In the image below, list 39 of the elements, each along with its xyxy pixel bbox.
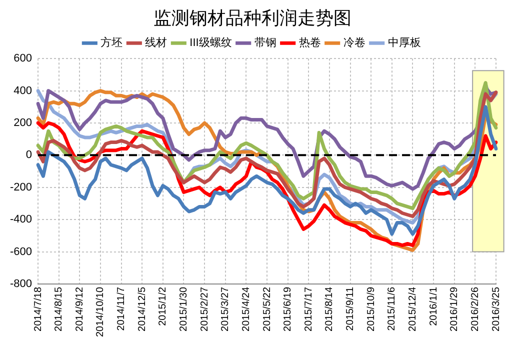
legend-label: 方坯 xyxy=(100,36,123,50)
x-tick-label: 2015/4/24 xyxy=(240,286,252,332)
y-tick-label: 200 xyxy=(14,117,32,130)
y-tick-label: 0 xyxy=(26,149,32,162)
legend-label: 热卷 xyxy=(298,37,321,50)
y-tick-label: 400 xyxy=(14,84,32,97)
chart-title: 监测钢材品种利润走势图 xyxy=(154,8,352,28)
x-tick-label: 2015/12/4 xyxy=(407,286,418,332)
legend-label: 冷卷 xyxy=(343,37,366,50)
x-tick-label: 2015/11/6 xyxy=(386,286,398,331)
legend-label: 中厚板 xyxy=(388,36,421,50)
x-tick-label: 2015/10/9 xyxy=(366,286,377,332)
x-tick-label: 2016/1/29 xyxy=(449,286,460,332)
y-tick-label: -600 xyxy=(10,246,32,258)
x-tick-label: 2015/2/27 xyxy=(199,286,210,332)
x-tick-label: 2015/6/19 xyxy=(282,286,294,332)
x-tick-label: 2016/2/26 xyxy=(470,286,481,332)
x-tick-label: 2014/12/5 xyxy=(136,286,148,332)
y-tick-label: -400 xyxy=(10,214,32,226)
y-tick-label: -200 xyxy=(10,181,32,194)
x-tick-label: 2014/8/15 xyxy=(54,286,65,332)
x-tick-label: 2014/7/18 xyxy=(32,286,44,332)
x-tick-label: 2014/9/12 xyxy=(74,286,86,332)
x-tick-label: 2016/1/1 xyxy=(428,286,440,326)
legend-label: III级螺纹 xyxy=(190,36,232,50)
x-tick-label: 2015/7/17 xyxy=(303,286,314,332)
legend-label: 带钢 xyxy=(254,36,276,50)
x-tick-label: 2014/11/7 xyxy=(116,286,128,331)
x-tick-label: 2015/9/11 xyxy=(345,286,356,331)
y-tick-label: -800 xyxy=(10,278,32,290)
x-tick-label: 2015/5/22 xyxy=(262,286,273,332)
x-tick-label: 2016/3/25 xyxy=(490,286,502,332)
x-tick-label: 2015/8/14 xyxy=(324,286,336,332)
legend-label: 线材 xyxy=(145,36,168,50)
x-tick-label: 2015/3/27 xyxy=(220,286,232,332)
x-tick-label: 2014/10/10 xyxy=(95,286,106,338)
x-tick-label: 2015/1/30 xyxy=(178,286,190,332)
y-tick-label: 600 xyxy=(14,52,32,65)
x-tick-label: 2015/1/2 xyxy=(158,286,169,326)
